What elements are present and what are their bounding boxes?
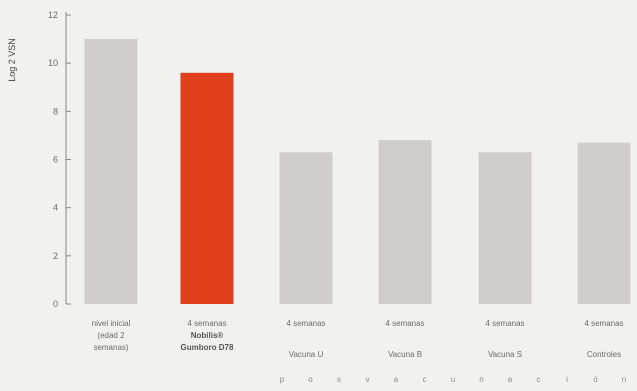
y-tick-label: 6: [53, 155, 58, 165]
bars: [84, 39, 631, 304]
bar: [84, 39, 138, 304]
y-tick-label: 0: [53, 299, 58, 309]
bar: [180, 72, 234, 304]
bar: [279, 152, 333, 304]
bar: [478, 152, 532, 304]
category-label: 4 semanas: [385, 319, 424, 328]
footer-letter: a: [394, 375, 399, 384]
category-label: (edad 2: [97, 331, 125, 340]
category-label: Nobilis®: [191, 331, 224, 340]
y-axis: 0 2 4 6 8 10 12: [48, 10, 71, 309]
category-label: 4 semanas: [187, 319, 226, 328]
category-label: Vacuna S: [488, 350, 522, 359]
footer-letter: ó: [593, 375, 598, 384]
y-tick-label: 4: [53, 203, 58, 213]
category-labels: nivel inicial (edad 2 semanas) 4 semanas Nob…: [92, 319, 624, 359]
footer-letter: a: [508, 375, 513, 384]
footer-letter: c: [423, 375, 427, 384]
category-label: nivel inicial: [92, 319, 131, 328]
y-tick-label: 8: [53, 106, 58, 116]
bar: [577, 142, 631, 304]
category-label: 4 semanas: [584, 319, 623, 328]
footer-letter: c: [537, 375, 541, 384]
category-label: 4 semanas: [286, 319, 325, 328]
y-tick-label: 12: [48, 10, 58, 20]
footer-letter: s: [337, 375, 341, 384]
footer-letter: n: [622, 375, 626, 384]
category-label: Gumboro D78: [181, 343, 234, 352]
footer-letter: n: [479, 375, 483, 384]
category-label: 4 semanas: [485, 319, 524, 328]
category-label: semanas): [93, 343, 128, 352]
category-label: Vacuna U: [289, 350, 324, 359]
footer-letter: u: [451, 375, 455, 384]
y-axis-label: Log 2 VSN: [7, 38, 17, 82]
footer-letter: p: [280, 375, 285, 384]
category-label: Vacuna B: [388, 350, 422, 359]
footer-letter: v: [366, 375, 370, 384]
footer-letter: i: [566, 375, 568, 384]
category-label: Controles: [587, 350, 621, 359]
y-tick-label: 10: [48, 58, 58, 68]
footer-letter: o: [308, 375, 313, 384]
bar: [378, 140, 432, 304]
y-tick-label: 2: [53, 251, 58, 261]
